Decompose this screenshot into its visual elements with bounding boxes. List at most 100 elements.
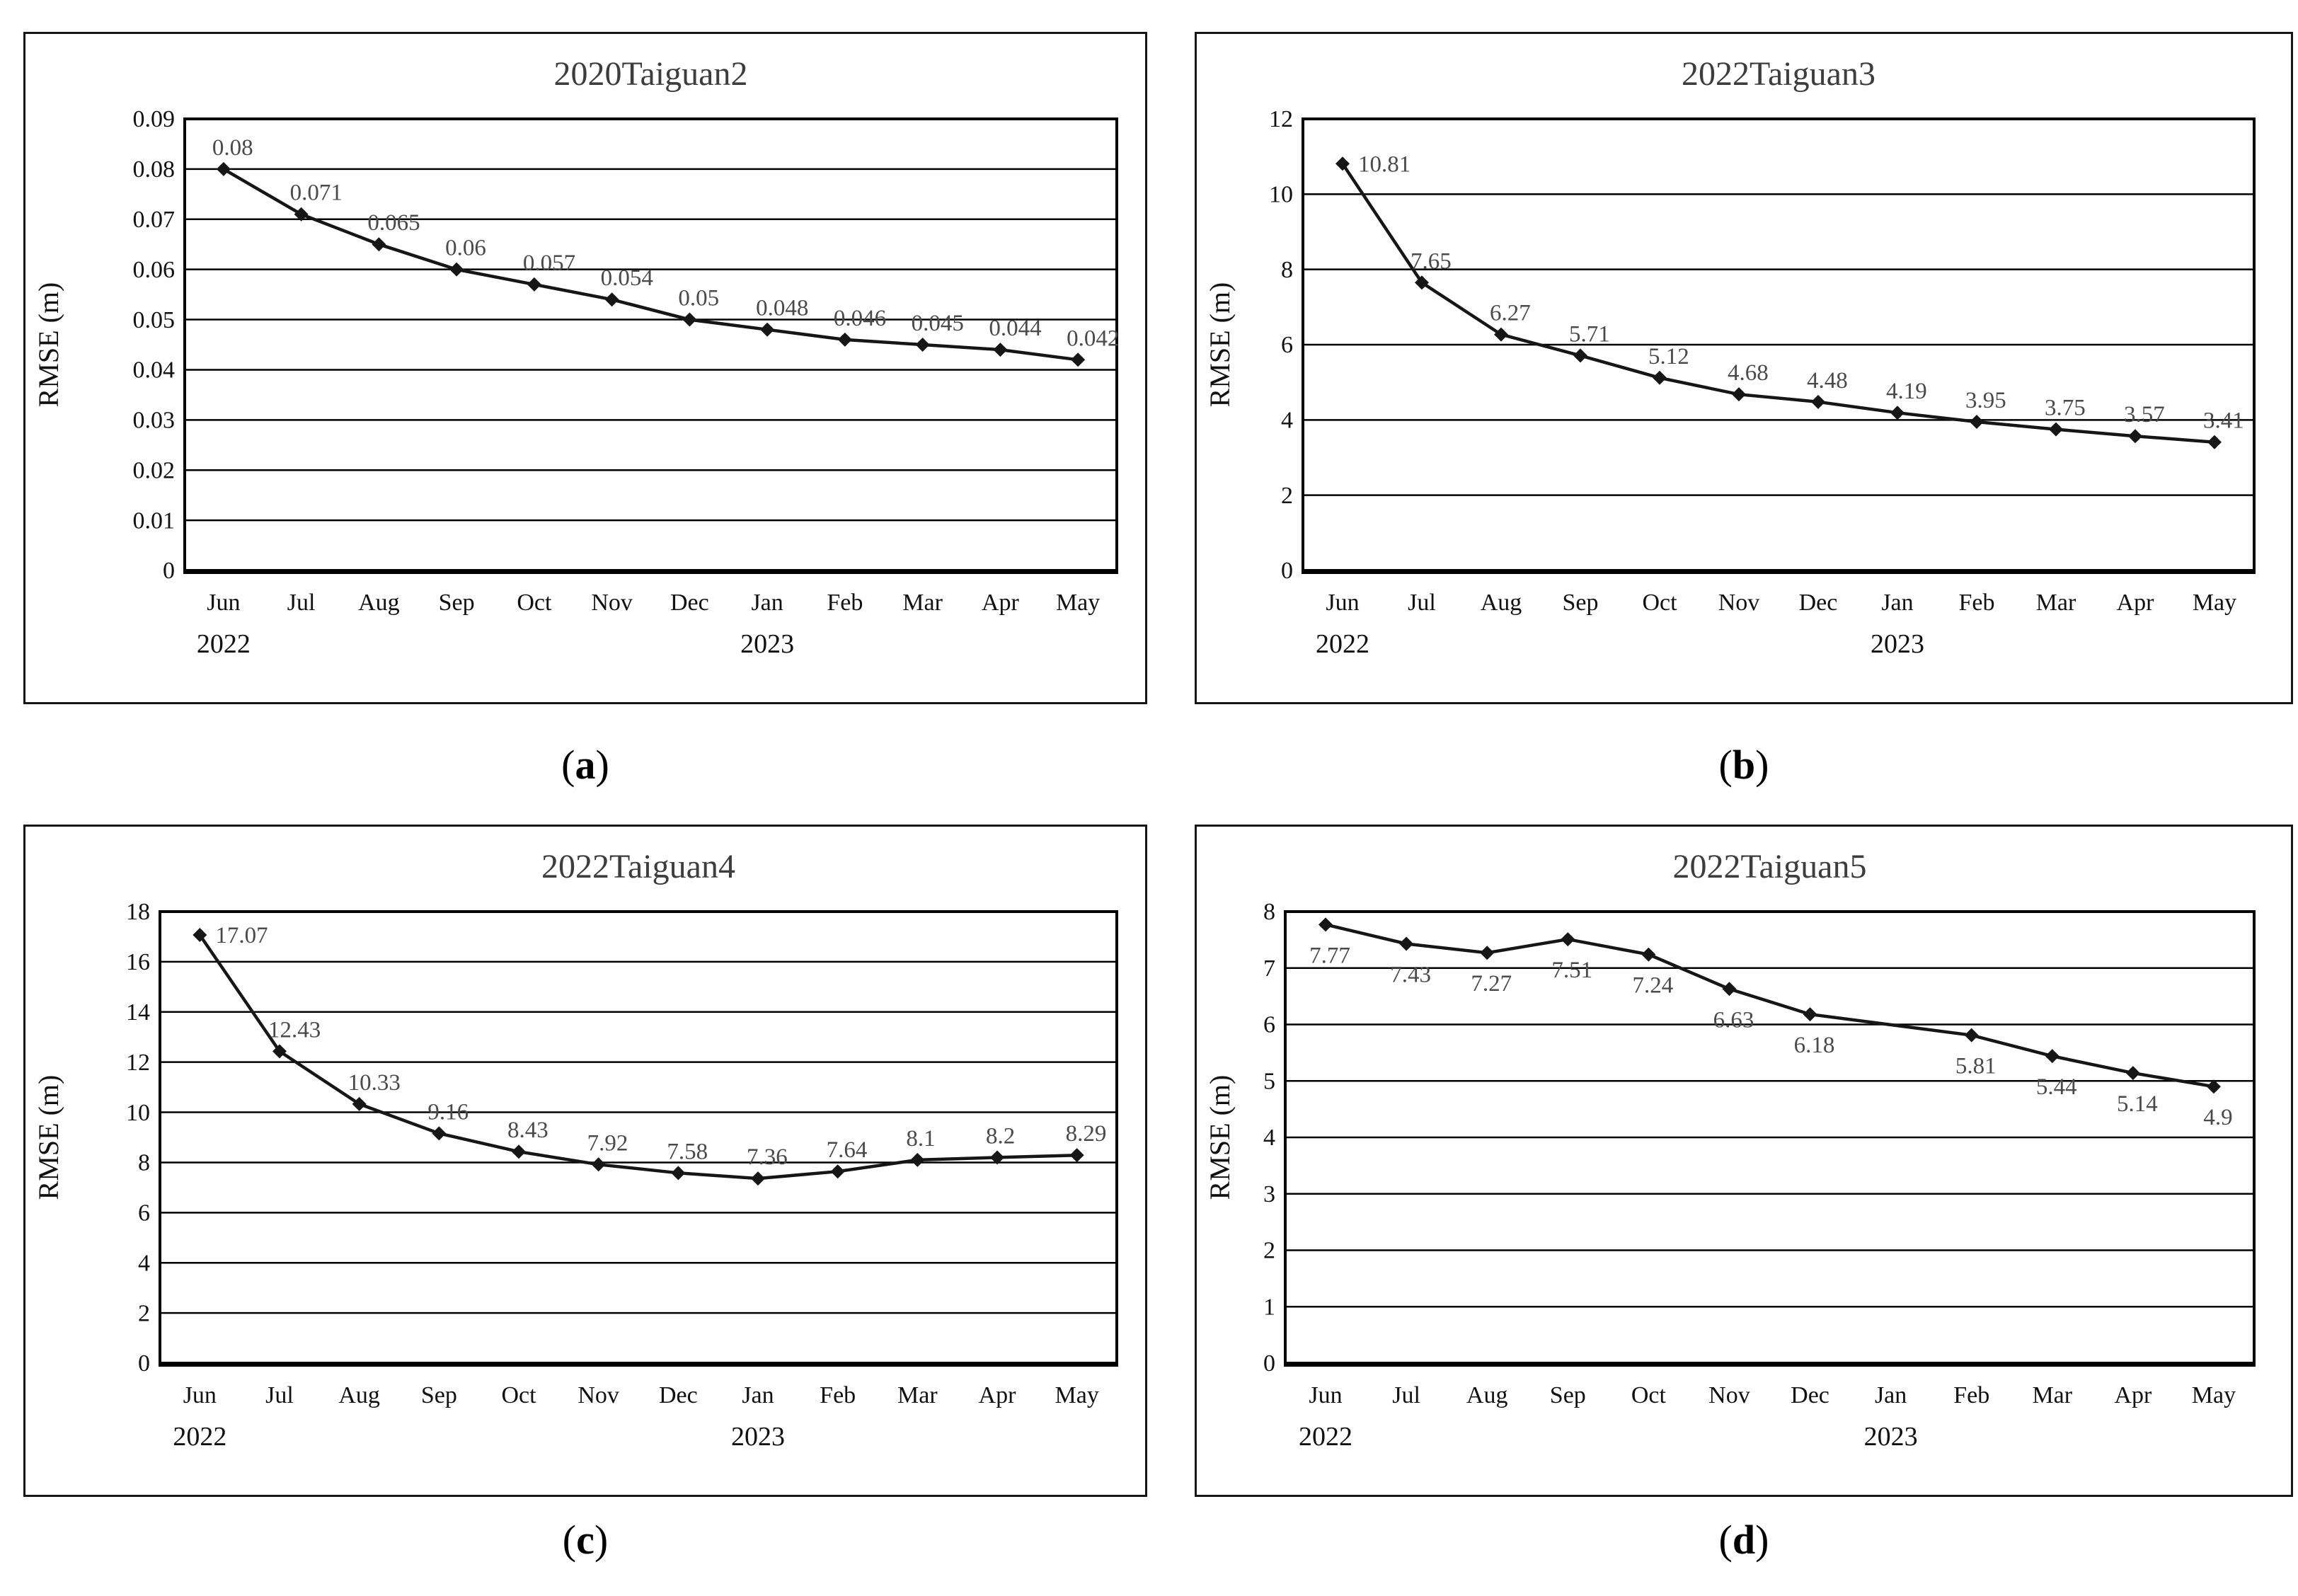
x-axis-month-label: Nov <box>1718 590 1760 616</box>
x-axis-month-label: Mar <box>897 1382 938 1408</box>
x-axis-month-label: Sep <box>1550 1382 1586 1408</box>
chart-panel-d: 2022Taiguan5 RMSE (m) 0 1 2 3 4 5 6 7 8 7.77 7.43 7.2… <box>1195 825 2293 1497</box>
data-point-marker <box>837 332 852 347</box>
data-point-label: 7.36 <box>747 1144 788 1170</box>
x-axis-month-label: May <box>1056 590 1100 616</box>
plot-area <box>1284 910 2256 1365</box>
data-point-marker <box>2207 435 2222 449</box>
x-axis-month-label: Mar <box>902 590 943 616</box>
y-axis-tick-label: 4 <box>1263 1125 1275 1151</box>
data-point-marker <box>527 277 541 292</box>
data-point-label: 8.43 <box>507 1118 548 1143</box>
panel-caption-b: (b) <box>1195 704 2293 825</box>
data-point-marker <box>372 237 386 252</box>
chart-c: 2022Taiguan4 RMSE (m) 0 2 4 6 8 10 12 14 16 18 17.07… <box>25 827 1145 1495</box>
chart-svg: 2022Taiguan4 RMSE (m) 0 2 4 6 8 10 12 14 16 18 17.07… <box>33 848 1118 1452</box>
y-axis-tick-label: 12 <box>1269 106 1293 132</box>
plot-area <box>159 910 1118 1365</box>
y-axis-tick-label: 0.09 <box>133 106 176 132</box>
data-point-marker <box>1319 917 1333 932</box>
data-line <box>222 167 1079 362</box>
x-axis-month-label: Sep <box>439 590 475 616</box>
data-point-marker <box>1480 946 1495 960</box>
data-point-label: 7.24 <box>1633 973 1674 999</box>
x-axis-month-label: Oct <box>1631 1382 1667 1408</box>
data-point-label: 5.44 <box>2036 1074 2077 1100</box>
x-axis-month-label: Feb <box>820 1382 856 1408</box>
data-point-marker <box>2125 1066 2140 1081</box>
y-axis-tick-label: 0.06 <box>133 257 176 283</box>
data-point-label: 8.29 <box>1066 1121 1107 1147</box>
y-axis-tick-label: 2 <box>1281 483 1293 509</box>
y-axis-tick-label: 0.02 <box>133 457 176 483</box>
y-axis-tick-label: 0.07 <box>133 207 176 233</box>
data-point-marker <box>216 161 231 176</box>
data-point-label: 0.065 <box>367 210 420 236</box>
data-point-marker <box>993 343 1008 357</box>
data-point-label: 8.1 <box>906 1126 935 1152</box>
data-point-label: 4.19 <box>1886 379 1927 404</box>
data-point-label: 4.68 <box>1728 360 1769 386</box>
data-point-marker <box>671 1166 686 1181</box>
x-axis-month-label: Nov <box>591 590 633 616</box>
data-point-label: 0.042 <box>1067 326 1119 351</box>
data-point-label: 5.14 <box>2117 1091 2158 1117</box>
data-point-label: 4.48 <box>1807 368 1848 394</box>
y-axis-tick-label: 6 <box>1263 1012 1275 1038</box>
y-axis-tick-label: 8 <box>138 1150 150 1176</box>
data-point-marker <box>1561 932 1575 947</box>
x-axis-month-label: Jan <box>751 590 783 616</box>
y-axis-tick-label: 12 <box>126 1050 150 1076</box>
x-axis-month-label: Nov <box>578 1382 619 1408</box>
data-point-marker <box>604 292 619 307</box>
x-axis-month-label: Aug <box>358 590 400 616</box>
y-axis-tick-label: 8 <box>1281 257 1293 283</box>
x-axis-month-label: Aug <box>1481 590 1522 616</box>
data-point-label: 7.65 <box>1411 248 1452 274</box>
data-point-marker <box>193 927 207 942</box>
chart-svg: 2020Taiguan2 RMSE (m) 0 0.01 0.02 0.03 0.04 0.0… <box>33 55 1119 659</box>
chart-grid: 2020Taiguan2 RMSE (m) 0 0.01 0.02 0.03 0.04 0.0… <box>23 32 2293 1582</box>
data-point-label: 0.08 <box>212 135 253 161</box>
x-axis-year-label: 2023 <box>1864 1422 1918 1452</box>
data-point-marker <box>591 1157 606 1172</box>
y-axis-tick-label: 16 <box>126 949 150 975</box>
y-axis-tick-label: 0 <box>138 1350 150 1377</box>
caption-paren: ( <box>1718 1516 1733 1563</box>
chart-title: 2020Taiguan2 <box>554 55 748 93</box>
x-axis-month-label: Jul <box>1392 1382 1420 1408</box>
y-axis-tick-label: 7 <box>1263 955 1275 982</box>
data-point-label: 0.045 <box>912 311 964 336</box>
data-point-label: 4.9 <box>2203 1105 2232 1130</box>
data-point-marker <box>1069 1148 1084 1163</box>
data-point-marker <box>432 1126 447 1141</box>
x-axis-month-label: Jan <box>1881 590 1913 616</box>
data-point-label: 6.18 <box>1794 1033 1835 1058</box>
y-axis-tick-label: 0.05 <box>133 307 176 333</box>
x-axis-month-label: Jun <box>1326 590 1359 616</box>
x-axis-month-label: Dec <box>659 1382 698 1408</box>
data-point-marker <box>352 1096 367 1111</box>
data-point-marker <box>1641 947 1656 962</box>
y-axis-tick-label: 18 <box>126 899 150 925</box>
x-axis-month-label: Jun <box>207 590 240 616</box>
data-point-label: 8.2 <box>986 1123 1015 1149</box>
data-point-marker <box>1722 982 1737 997</box>
data-point-label: 7.92 <box>587 1130 628 1156</box>
data-point-marker <box>1803 1007 1817 1022</box>
plot-area <box>1302 117 2256 572</box>
x-axis-month-label: Jan <box>742 1382 774 1408</box>
data-point-marker <box>682 312 697 327</box>
chart-d: 2022Taiguan5 RMSE (m) 0 1 2 3 4 5 6 7 8 7.77 7.43 7.2… <box>1197 827 2291 1495</box>
data-point-marker <box>990 1150 1004 1165</box>
data-point-marker <box>830 1164 845 1179</box>
data-point-label: 17.07 <box>215 923 268 948</box>
data-point-marker <box>915 338 930 352</box>
data-point-label: 0.057 <box>523 251 575 276</box>
data-point-label: 0.046 <box>834 306 886 331</box>
data-point-label: 5.71 <box>1569 321 1610 347</box>
caption-paren: ) <box>594 1516 609 1563</box>
x-axis-month-label: Oct <box>501 1382 536 1408</box>
data-point-marker <box>1494 327 1508 342</box>
